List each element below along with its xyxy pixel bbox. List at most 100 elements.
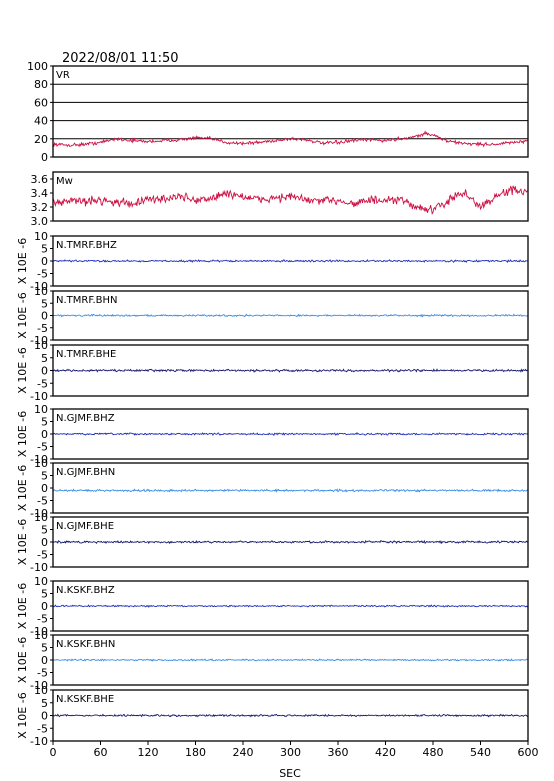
panel-frame	[52, 65, 529, 158]
y-tick-label: 10	[34, 285, 48, 298]
x-tick-label: 120	[138, 746, 159, 759]
y-tick-label: 20	[34, 133, 48, 146]
y-tick-label: -10	[30, 625, 48, 638]
panel-label: N.KSKF.BHZ	[56, 585, 115, 596]
trace-mw	[52, 185, 529, 215]
x-axis: 0 60 120 180 240 300 360 420 480 540 600	[50, 741, 539, 759]
panel-frame	[52, 462, 529, 514]
y-unit-label: X 10E -6	[16, 637, 29, 683]
y-tick-label: -5	[37, 441, 48, 454]
y-tick-label: 0	[41, 310, 48, 323]
trace-kskf-bhn	[52, 658, 529, 662]
y-tick-label: 10	[34, 457, 48, 470]
x-tick-label: 0	[50, 746, 57, 759]
x-tick-label: 180	[185, 746, 206, 759]
y-tick-label: -5	[37, 613, 48, 626]
y-unit-label: X 10E -6	[16, 347, 29, 393]
panel-label: VR	[56, 70, 70, 81]
x-axis-label: SEC	[279, 767, 301, 780]
y-tick-label: 5	[41, 297, 48, 310]
y-tick-label: -5	[37, 377, 48, 390]
y-tick-label: -10	[30, 453, 48, 466]
x-tick-label: 600	[518, 746, 539, 759]
timestamp-label: 2022/08/01 11:50	[62, 51, 179, 66]
y-tick-label: 100	[27, 60, 48, 73]
y-unit-label: X 10E -6	[16, 465, 29, 511]
y-axis-unit-labels: X 10E -6 X 10E -6 X 10E -6 X 10E -6 X 10E -6…	[16, 238, 29, 739]
y-unit-label: X 10E -6	[16, 292, 29, 338]
y-unit-label: X 10E -6	[16, 519, 29, 565]
y-tick-label: -5	[37, 722, 48, 735]
y-tick-label: 5	[41, 524, 48, 537]
x-tick-label: 300	[280, 746, 301, 759]
y-tick-label: -10	[30, 679, 48, 692]
trace-tmrf-bhz	[52, 259, 529, 263]
y-tick-label: 60	[34, 96, 48, 109]
x-tick-label: 420	[375, 746, 396, 759]
y-tick-label: 0	[41, 255, 48, 268]
y-tick-label: 0	[41, 654, 48, 667]
panel-label: N.TMRF.BHE	[56, 349, 116, 360]
y-tick-label: 3.6	[31, 173, 49, 186]
y-tick-label: -5	[37, 322, 48, 335]
y-tick-label: 0	[41, 428, 48, 441]
y-unit-label: X 10E -6	[16, 583, 29, 629]
x-tick-label: 240	[233, 746, 254, 759]
y-tick-label: -10	[30, 507, 48, 520]
panel-label: N.KSKF.BHE	[56, 694, 114, 705]
trace-tmrf-bhn	[52, 313, 529, 318]
y-tick-label: 5	[41, 243, 48, 256]
y-tick-label: 0	[41, 536, 48, 549]
y-tick-label: -5	[37, 495, 48, 508]
panel-vr: 0 20 40 60 80 100 VR	[27, 60, 529, 164]
y-tick-label: 10	[34, 511, 48, 524]
trace-gjmf-bhz	[52, 431, 528, 437]
y-tick-label: 10	[34, 629, 48, 642]
y-tick-label: -10	[30, 735, 48, 748]
trace-kskf-bhe	[52, 713, 529, 718]
y-tick-label: 0	[41, 151, 48, 164]
x-tick-label: 480	[423, 746, 444, 759]
y-tick-label: -10	[30, 561, 48, 574]
trace-gjmf-bhn	[52, 488, 529, 493]
trace-vr	[52, 130, 529, 148]
panel-label: N.GJMF.BHN	[56, 467, 115, 478]
y-tick-label: -5	[37, 667, 48, 680]
y-tick-label: 80	[34, 78, 48, 91]
panel-label: N.TMRF.BHN	[56, 295, 118, 306]
y-tick-label: 10	[34, 684, 48, 697]
x-tick-label: 60	[94, 746, 108, 759]
y-tick-label: 10	[34, 575, 48, 588]
y-tick-label: 0	[41, 600, 48, 613]
y-tick-label: -5	[37, 268, 48, 281]
panel-label: Mw	[56, 176, 73, 187]
panel-label: N.KSKF.BHN	[56, 639, 115, 650]
y-unit-label: X 10E -6	[16, 238, 29, 284]
y-tick-label: 5	[41, 697, 48, 710]
y-tick-label: 3.0	[31, 215, 49, 228]
y-tick-label: 10	[34, 339, 48, 352]
panel-mw: 3.03.23.43.6 Mw	[31, 171, 529, 228]
y-tick-label: 5	[41, 642, 48, 655]
y-tick-label: 10	[34, 230, 48, 243]
y-unit-label: X 10E -6	[16, 411, 29, 457]
y-tick-label: -10	[30, 280, 48, 293]
y-tick-label: 40	[34, 115, 48, 128]
y-tick-label: 0	[41, 482, 48, 495]
trace-tmrf-bhe	[53, 368, 529, 373]
panel-label: N.TMRF.BHZ	[56, 240, 117, 251]
y-tick-label: 5	[41, 352, 48, 365]
y-tick-label: 5	[41, 470, 48, 483]
x-tick-label: 540	[470, 746, 491, 759]
y-unit-label: X 10E -6	[16, 692, 29, 738]
trace-kskf-bhz	[52, 604, 529, 608]
